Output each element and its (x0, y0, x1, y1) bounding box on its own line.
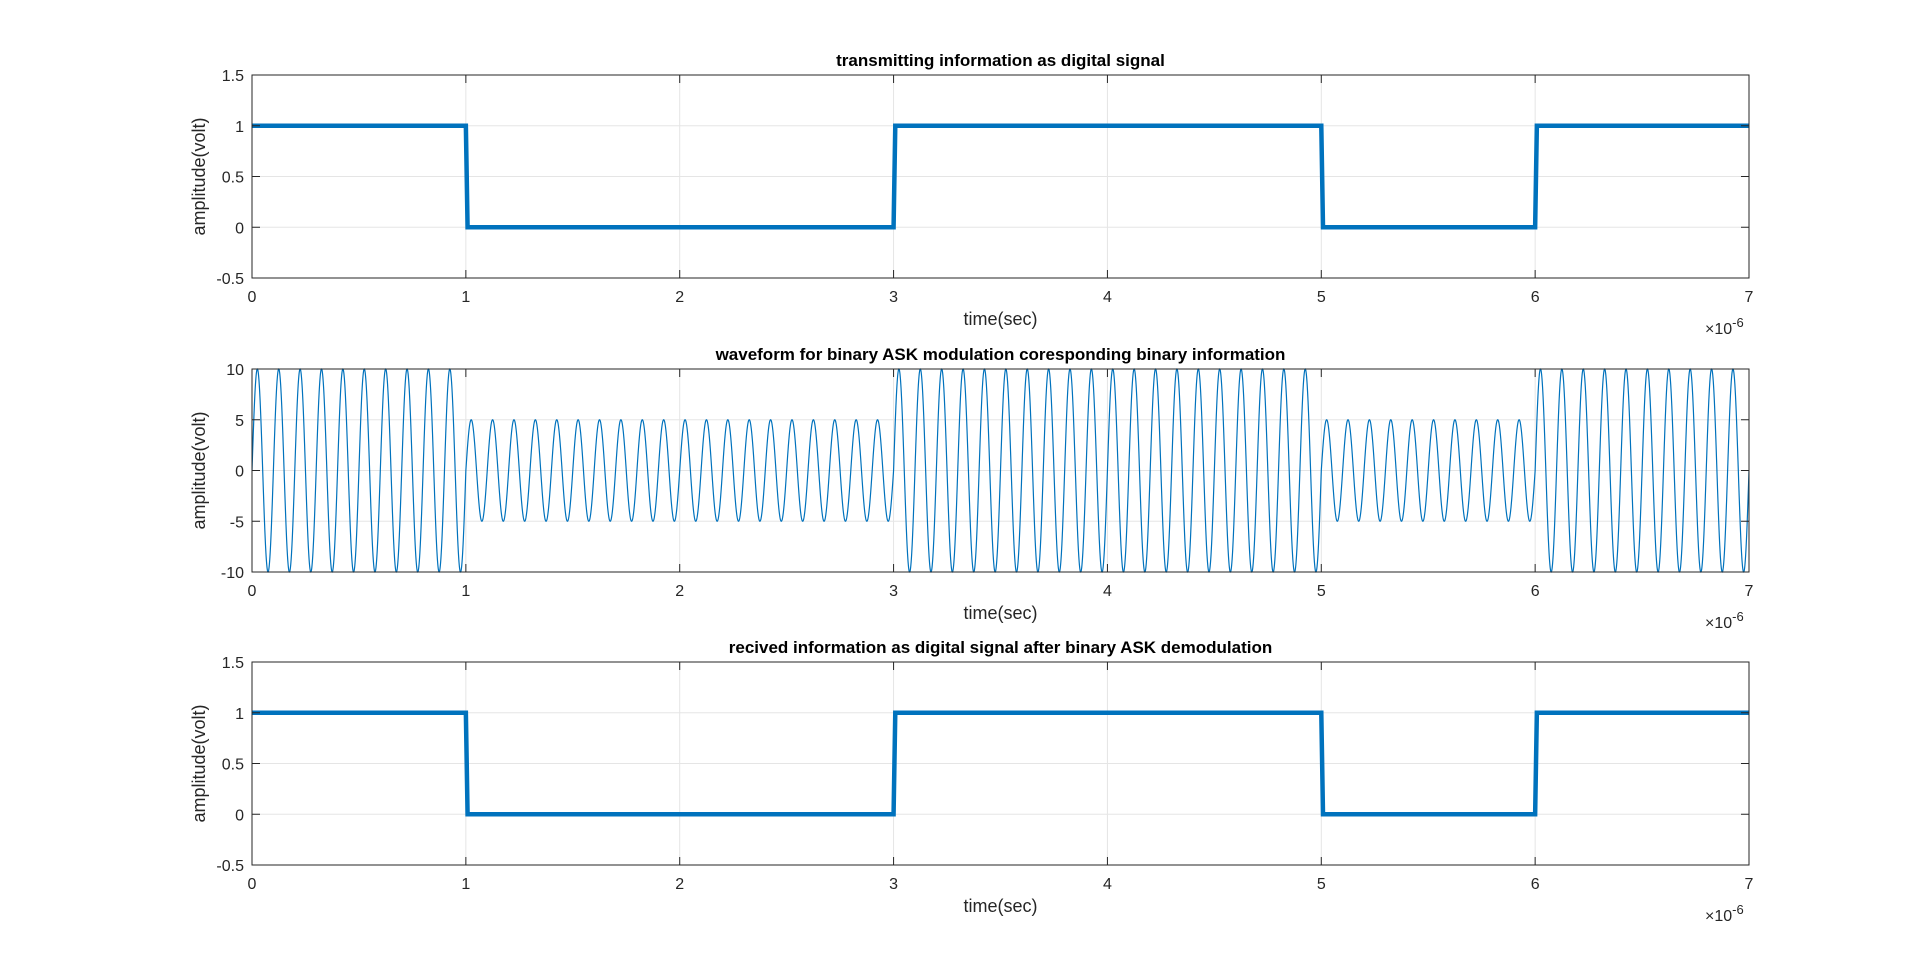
series-line-1 (252, 710, 1749, 817)
x-tick-label: 6 (1531, 289, 1540, 306)
x-exponent-base: ×10 (1705, 321, 1732, 338)
y-tick-label: -10 (221, 565, 244, 582)
x-tick-label: 3 (889, 583, 898, 600)
x-exponent-label: ×10-6 (1705, 902, 1744, 925)
x-exponent-base: ×10 (1705, 615, 1732, 632)
x-tick-label: 1 (461, 289, 470, 306)
subplot-title: transmitting information as digital sign… (836, 51, 1165, 70)
x-tick-label: 5 (1317, 583, 1326, 600)
series-line-1 (252, 123, 1749, 230)
x-exponent-label: ×10-6 (1705, 609, 1744, 632)
subplot-title: recived information as digital signal af… (729, 638, 1272, 657)
y-tick-label: -0.5 (216, 271, 244, 288)
y-tick-label: 1.5 (222, 68, 244, 85)
x-axis-label: time(sec) (963, 309, 1037, 329)
x-exponent-power: -6 (1732, 902, 1744, 917)
y-tick-label: 1 (235, 706, 244, 723)
y-tick-label: -0.5 (216, 858, 244, 875)
x-tick-label: 3 (889, 289, 898, 306)
x-tick-label: 0 (248, 876, 257, 893)
x-tick-label: 1 (461, 876, 470, 893)
y-tick-label: 0.5 (222, 170, 244, 187)
subplot-2: 0 1 2 3 4 5 6 7 -10 -5 0 5 10 waveform for binary ASK… (189, 345, 1754, 632)
x-tick-label: 5 (1317, 876, 1326, 893)
y-axis-label: amplitude(volt) (189, 704, 209, 822)
x-exponent-label: ×10-6 (1705, 315, 1744, 338)
y-tick-label: 0 (235, 220, 244, 237)
y-axis-label: amplitude(volt) (189, 411, 209, 529)
y-tick-label: 5 (235, 413, 244, 430)
x-tick-label: 6 (1531, 583, 1540, 600)
y-tick-label: 0 (235, 464, 244, 481)
x-exponent-power: -6 (1732, 315, 1744, 330)
x-tick-label: 3 (889, 876, 898, 893)
x-exponent-base: ×10 (1705, 908, 1732, 925)
y-tick-label: -5 (230, 514, 244, 531)
x-tick-label: 2 (675, 876, 684, 893)
x-tick-label: 7 (1745, 289, 1754, 306)
y-tick-label: 1.5 (222, 655, 244, 672)
subplot-title: waveform for binary ASK modulation cores… (715, 345, 1286, 364)
x-tick-label: 7 (1745, 583, 1754, 600)
x-tick-label: 2 (675, 583, 684, 600)
x-tick-label: 0 (248, 289, 257, 306)
y-tick-label: 1 (235, 119, 244, 136)
series-line-1 (252, 368, 1749, 573)
x-tick-label: 4 (1103, 289, 1112, 306)
y-tick-label: 10 (226, 362, 244, 379)
x-tick-label: 7 (1745, 876, 1754, 893)
y-tick-label: 0 (235, 807, 244, 824)
x-tick-label: 4 (1103, 583, 1112, 600)
x-tick-label: 6 (1531, 876, 1540, 893)
x-tick-label: 2 (675, 289, 684, 306)
x-axis-label: time(sec) (963, 603, 1037, 623)
x-tick-label: 5 (1317, 289, 1326, 306)
x-tick-label: 0 (248, 583, 257, 600)
x-exponent-power: -6 (1732, 609, 1744, 624)
x-tick-label: 1 (461, 583, 470, 600)
y-tick-label: 0.5 (222, 757, 244, 774)
x-axis-label: time(sec) (963, 896, 1037, 916)
y-axis-label: amplitude(volt) (189, 117, 209, 235)
x-tick-label: 4 (1103, 876, 1112, 893)
